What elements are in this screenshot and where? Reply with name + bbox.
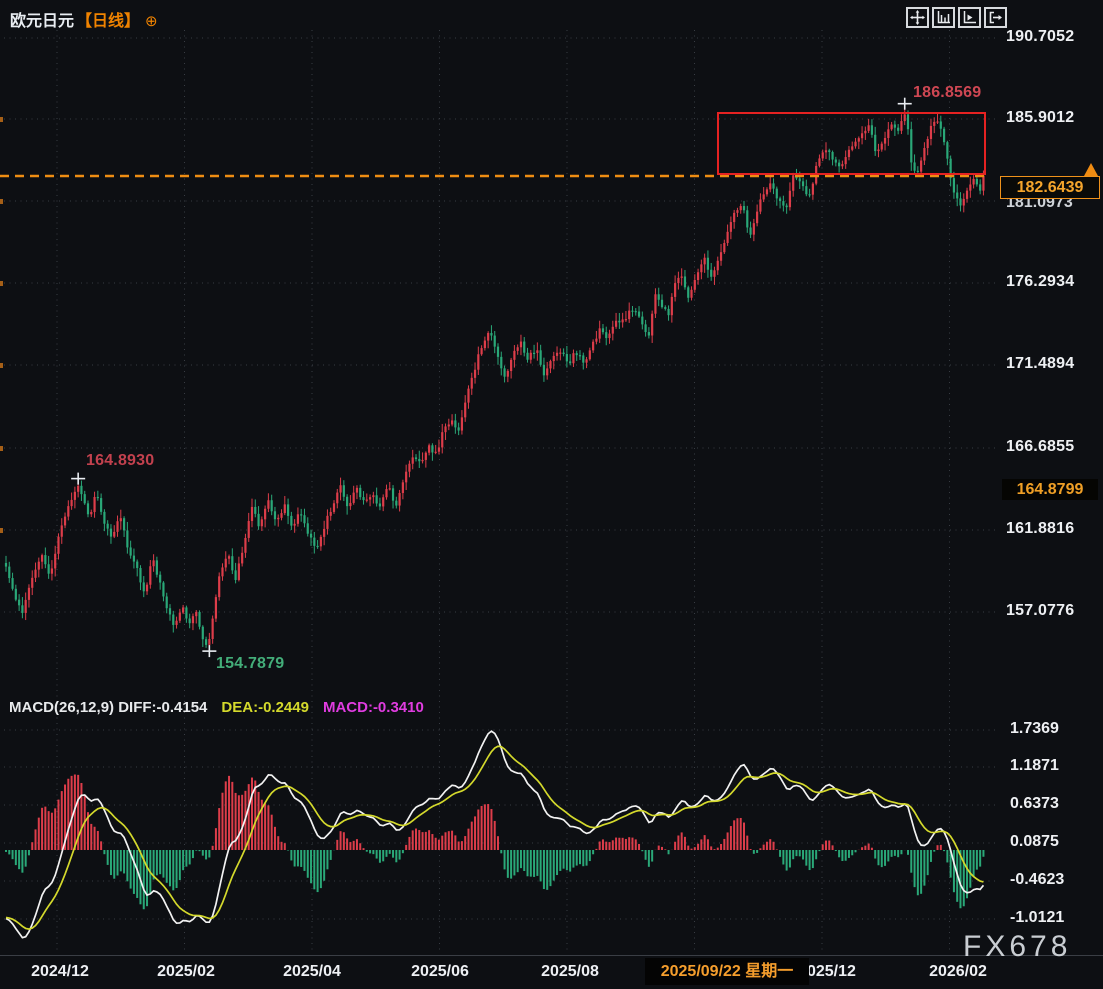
- price-axis-tick: 171.4894: [1006, 355, 1075, 372]
- time-axis-tick: 2025/02: [157, 963, 215, 980]
- price-axis-tick: 190.7052: [1006, 28, 1075, 45]
- swing-low-annotation: 154.7879: [216, 655, 285, 672]
- exit-tool-icon[interactable]: [984, 7, 1007, 28]
- time-axis-tick: 2025/06: [411, 963, 469, 980]
- macd-macd-readout: MACD:-0.3410: [322, 699, 424, 716]
- price-axis-tick: 176.2934: [1006, 273, 1075, 290]
- axis-scale-tool-icon[interactable]: [932, 7, 955, 28]
- price-axis-tick: 185.9012: [1006, 109, 1075, 126]
- time-axis-tick: 2026/02: [929, 963, 987, 980]
- macd-dea-readout: DEA:-0.2449: [221, 699, 309, 716]
- macd-axis-tick: -1.0121: [1010, 909, 1065, 926]
- macd-axis-tick: 0.6373: [1010, 795, 1059, 812]
- time-axis: 2024/12 2025/02 2025/04 2025/06 2025/08 2025/…: [0, 955, 1103, 989]
- macd-axis-tick: 0.0875: [1010, 833, 1059, 850]
- swing-cross-marker: [202, 645, 217, 658]
- crosshair-date-label: 2025/09/22 星期一: [645, 958, 809, 985]
- price-arrow-icon: [1084, 163, 1098, 176]
- swing-high-annotation: 164.8930: [86, 452, 155, 469]
- red-drawing-rectangle: [717, 112, 986, 175]
- current-price-label: 182.6439: [1000, 176, 1100, 199]
- price-axis-tick: 157.0776: [1006, 602, 1075, 619]
- swing-cross-marker: [897, 97, 912, 110]
- swing-cross-marker: [71, 472, 86, 485]
- price-axis-tick: 166.6855: [1006, 438, 1075, 455]
- indicator-tool-icon[interactable]: [958, 7, 981, 28]
- watermark-logo: FX678: [963, 930, 1072, 963]
- time-axis-tick: 2025/12: [798, 963, 856, 980]
- macd-diff-readout: MACD(26,12,9) DIFF:-0.4154: [9, 699, 208, 716]
- macd-readout: MACD(26,12,9) DIFF:-0.4154 DEA:-0.2449 MAC…: [9, 699, 424, 716]
- macd-axis-tick: 1.1871: [1010, 757, 1059, 774]
- price-marker-label: 164.8799: [1002, 479, 1098, 500]
- move-tool-icon[interactable]: [906, 7, 929, 28]
- peak-high-annotation: 186.8569: [913, 84, 982, 101]
- period-tag: 【日线】: [76, 13, 141, 30]
- circle-plus-icon[interactable]: ⊕: [145, 13, 158, 30]
- time-axis-tick: 2024/12: [31, 963, 89, 980]
- macd-axis-tick: -0.4623: [1010, 871, 1065, 888]
- chart-title: 欧元日元 【日线】 ⊕: [10, 7, 158, 31]
- chart-toolbar: [906, 7, 1007, 28]
- symbol-name: 欧元日元: [10, 13, 75, 30]
- time-axis-tick: 2025/08: [541, 963, 599, 980]
- macd-dea-line: [5, 745, 984, 930]
- time-axis-tick: 2025/04: [283, 963, 341, 980]
- price-axis-tick: 161.8816: [1006, 520, 1075, 537]
- macd-axis-tick: 1.7369: [1010, 720, 1059, 737]
